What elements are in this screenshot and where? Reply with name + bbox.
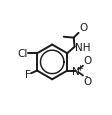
Text: O: O [83,55,92,65]
Text: Cl: Cl [18,49,28,59]
Text: NH: NH [75,42,90,52]
Text: O: O [83,77,92,86]
Text: -: - [85,72,88,81]
Text: O: O [79,23,87,33]
Text: F: F [25,69,31,79]
Text: +: + [76,64,83,73]
Text: N: N [72,66,80,76]
